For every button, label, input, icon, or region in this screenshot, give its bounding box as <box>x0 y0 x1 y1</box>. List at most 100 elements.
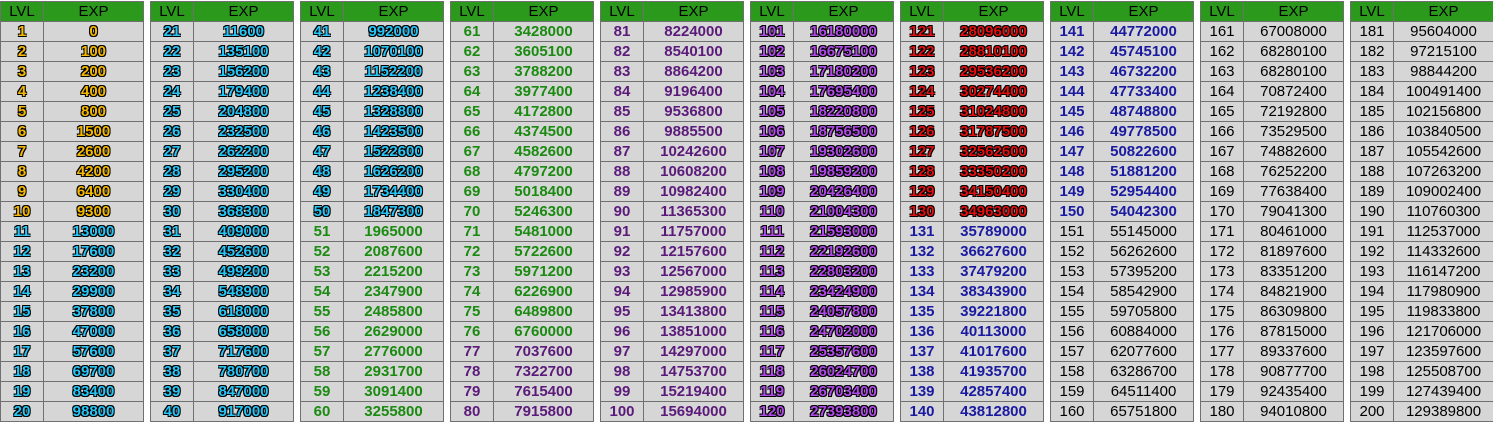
exp-cell: 116147200 <box>1393 261 1493 282</box>
table-row: 102 16675100 <box>750 41 894 62</box>
table-row: 21 11600 <box>150 21 294 42</box>
table-row: 84 9196400 <box>600 81 744 102</box>
level-cell: 118 <box>750 361 794 382</box>
table-row: 61 3428000 <box>450 21 594 42</box>
level-cell: 188 <box>1350 161 1394 182</box>
level-cell: 156 <box>1050 321 1094 342</box>
exp-cell: 56262600 <box>1093 241 1194 262</box>
table-row: 195 119833800 <box>1350 301 1493 322</box>
level-cell: 177 <box>1200 341 1244 362</box>
level-cell: 126 <box>900 121 944 142</box>
table-header-row: LVL EXP <box>150 1 294 22</box>
exp-cell: 19302600 <box>793 141 894 162</box>
exp-cell: 400 <box>43 81 144 102</box>
table-row: 159 64511400 <box>1050 381 1194 402</box>
level-cell: 96 <box>600 321 644 342</box>
table-row: 189 109002400 <box>1350 181 1493 202</box>
exp-cell: 13000 <box>43 221 144 242</box>
exp-cell: 5722600 <box>493 241 594 262</box>
level-cell: 125 <box>900 101 944 122</box>
table-row: 108 19859200 <box>750 161 894 182</box>
exp-table-10: LVL EXP 181 95604000 182 97215100 183 98844200 1… <box>1350 1 1493 422</box>
exp-cell: 87815000 <box>1243 321 1344 342</box>
exp-cell: 2600 <box>43 141 144 162</box>
level-cell: 123 <box>900 61 944 82</box>
table-row: 57 2776000 <box>300 341 444 362</box>
table-row: 124 30274400 <box>900 81 1044 102</box>
exp-cell: 51881200 <box>1093 161 1194 182</box>
level-cell: 136 <box>900 321 944 342</box>
level-cell: 62 <box>450 41 494 62</box>
table-row: 95 13413800 <box>600 301 744 322</box>
exp-cell: 26703400 <box>793 381 894 402</box>
level-cell: 61 <box>450 21 494 42</box>
level-cell: 50 <box>300 201 344 222</box>
level-cell: 167 <box>1200 141 1244 162</box>
header-level: LVL <box>600 1 644 22</box>
exp-cell: 2485800 <box>343 301 444 322</box>
level-cell: 63 <box>450 61 494 82</box>
exp-cell: 23200 <box>43 261 144 282</box>
level-cell: 68 <box>450 161 494 182</box>
level-cell: 49 <box>300 181 344 202</box>
table-row: 93 12567000 <box>600 261 744 282</box>
table-row: 4 400 <box>0 81 144 102</box>
exp-cell: 40113000 <box>943 321 1044 342</box>
level-cell: 28 <box>150 161 194 182</box>
table-row: 176 87815000 <box>1200 321 1344 342</box>
exp-cell: 41935700 <box>943 361 1044 382</box>
level-cell: 135 <box>900 301 944 322</box>
exp-cell: 992000 <box>343 21 444 42</box>
header-level: LVL <box>450 1 494 22</box>
level-cell: 86 <box>600 121 644 142</box>
level-cell: 104 <box>750 81 794 102</box>
exp-cell: 119833800 <box>1393 301 1493 322</box>
exp-cell: 1500 <box>43 121 144 142</box>
level-cell: 58 <box>300 361 344 382</box>
table-row: 64 3977400 <box>450 81 594 102</box>
table-row: 200 129389800 <box>1350 401 1493 422</box>
exp-cell: 11757000 <box>643 221 744 242</box>
table-row: 28 295200 <box>150 161 294 182</box>
exp-cell: 73529500 <box>1243 121 1344 142</box>
exp-cell: 76252200 <box>1243 161 1344 182</box>
exp-cell: 2931700 <box>343 361 444 382</box>
exp-cell: 1070100 <box>343 41 444 62</box>
exp-cell: 19859200 <box>793 161 894 182</box>
exp-cell: 3977400 <box>493 81 594 102</box>
exp-cell: 330400 <box>193 181 294 202</box>
table-row: 166 73529500 <box>1200 121 1344 142</box>
header-level: LVL <box>1350 1 1394 22</box>
exp-cell: 121706000 <box>1393 321 1493 342</box>
exp-cell: 2215200 <box>343 261 444 282</box>
exp-cell: 41017600 <box>943 341 1044 362</box>
header-level: LVL <box>900 1 944 22</box>
table-row: 143 46732200 <box>1050 61 1194 82</box>
table-row: 196 121706000 <box>1350 321 1493 342</box>
exp-cell: 847000 <box>193 381 294 402</box>
level-cell: 85 <box>600 101 644 122</box>
table-row: 42 1070100 <box>300 41 444 62</box>
exp-cell: 77638400 <box>1243 181 1344 202</box>
level-cell: 95 <box>600 301 644 322</box>
exp-cell: 95604000 <box>1393 21 1493 42</box>
table-row: 29 330400 <box>150 181 294 202</box>
level-cell: 67 <box>450 141 494 162</box>
exp-cell: 72192800 <box>1243 101 1344 122</box>
table-row: 80 7915800 <box>450 401 594 422</box>
exp-cell: 70872400 <box>1243 81 1344 102</box>
table-row: 172 81897600 <box>1200 241 1344 262</box>
exp-cell: 25357600 <box>793 341 894 362</box>
level-cell: 33 <box>150 261 194 282</box>
level-cell: 139 <box>900 381 944 402</box>
table-row: 25 204800 <box>150 101 294 122</box>
exp-table-6: LVL EXP 101 16180000 102 16675100 103 17180200 1… <box>750 1 894 422</box>
table-row: 187 105542600 <box>1350 141 1493 162</box>
table-row: 123 29536200 <box>900 61 1044 82</box>
table-row: 194 117980900 <box>1350 281 1493 302</box>
table-row: 141 44772000 <box>1050 21 1194 42</box>
table-row: 23 156200 <box>150 61 294 82</box>
exp-cell: 22192600 <box>793 241 894 262</box>
level-cell: 88 <box>600 161 644 182</box>
exp-cell: 86309800 <box>1243 301 1344 322</box>
